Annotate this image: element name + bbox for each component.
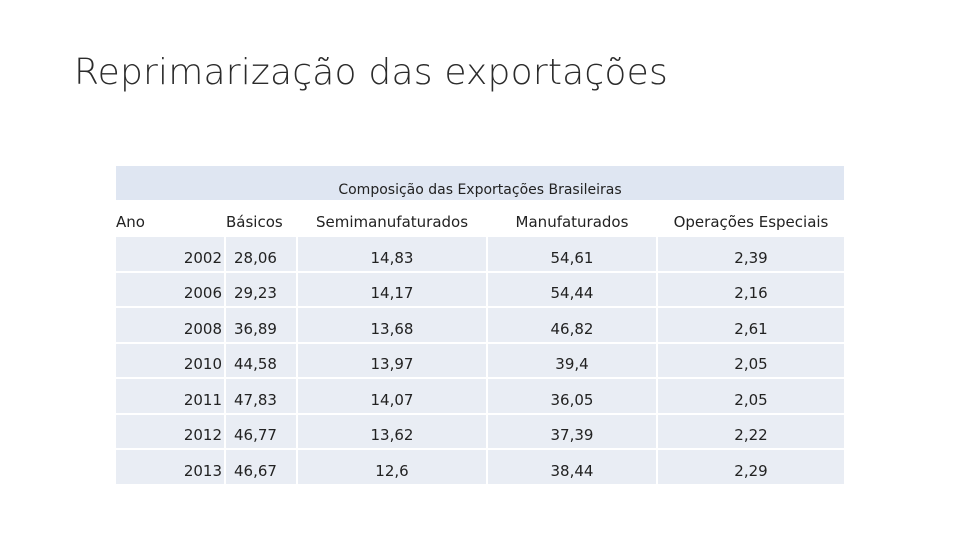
- table-row: 2008 36,89 13,68 46,82 2,61: [116, 308, 844, 344]
- data-table: Ano Básicos Semimanufaturados Manufatura…: [116, 202, 844, 486]
- cell-manu: 38,44: [488, 450, 658, 486]
- cell-esp: 2,22: [658, 414, 844, 450]
- cell-basicos: 29,23: [226, 272, 298, 308]
- table-caption-text: Composição das Exportações Brasileiras: [338, 182, 622, 198]
- header-year: Ano: [116, 202, 226, 237]
- table-row: 2010 44,58 13,97 39,4 2,05: [116, 343, 844, 379]
- cell-semi: 12,6: [298, 450, 488, 486]
- header-semimanufaturados: Semimanufaturados: [298, 202, 488, 237]
- cell-esp: 2,05: [658, 343, 844, 379]
- table-row: 2013 46,67 12,6 38,44 2,29: [116, 450, 844, 486]
- cell-semi: 14,07: [298, 379, 488, 415]
- cell-semi: 13,97: [298, 343, 488, 379]
- header-operacoes-especiais: Operações Especiais: [658, 202, 844, 237]
- cell-manu: 36,05: [488, 379, 658, 415]
- cell-esp: 2,16: [658, 272, 844, 308]
- cell-basicos: 44,58: [226, 343, 298, 379]
- header-row: Ano Básicos Semimanufaturados Manufatura…: [116, 202, 844, 237]
- cell-basicos: 28,06: [226, 237, 298, 273]
- cell-year: 2013: [116, 450, 226, 486]
- cell-semi: 14,83: [298, 237, 488, 273]
- cell-esp: 2,61: [658, 308, 844, 344]
- cell-basicos: 36,89: [226, 308, 298, 344]
- table-row: 2002 28,06 14,83 54,61 2,39: [116, 237, 844, 273]
- header-manufaturados: Manufaturados: [488, 202, 658, 237]
- header-basicos: Básicos: [226, 202, 298, 237]
- table-row: 2012 46,77 13,62 37,39 2,22: [116, 414, 844, 450]
- cell-basicos: 46,67: [226, 450, 298, 486]
- cell-esp: 2,39: [658, 237, 844, 273]
- cell-esp: 2,29: [658, 450, 844, 486]
- cell-manu: 46,82: [488, 308, 658, 344]
- cell-semi: 13,62: [298, 414, 488, 450]
- cell-manu: 37,39: [488, 414, 658, 450]
- cell-year: 2012: [116, 414, 226, 450]
- cell-year: 2011: [116, 379, 226, 415]
- cell-semi: 13,68: [298, 308, 488, 344]
- cell-manu: 39,4: [488, 343, 658, 379]
- cell-year: 2010: [116, 343, 226, 379]
- cell-semi: 14,17: [298, 272, 488, 308]
- exports-table: Composição das Exportações Brasileiras A…: [116, 166, 844, 486]
- table-row: 2011 47,83 14,07 36,05 2,05: [116, 379, 844, 415]
- cell-manu: 54,44: [488, 272, 658, 308]
- table-row: 2006 29,23 14,17 54,44 2,16: [116, 272, 844, 308]
- table-caption: Composição das Exportações Brasileiras: [116, 166, 844, 202]
- cell-basicos: 47,83: [226, 379, 298, 415]
- cell-manu: 54,61: [488, 237, 658, 273]
- cell-year: 2002: [116, 237, 226, 273]
- slide-title: Reprimarização das exportações: [74, 52, 668, 93]
- cell-basicos: 46,77: [226, 414, 298, 450]
- cell-esp: 2,05: [658, 379, 844, 415]
- cell-year: 2008: [116, 308, 226, 344]
- cell-year: 2006: [116, 272, 226, 308]
